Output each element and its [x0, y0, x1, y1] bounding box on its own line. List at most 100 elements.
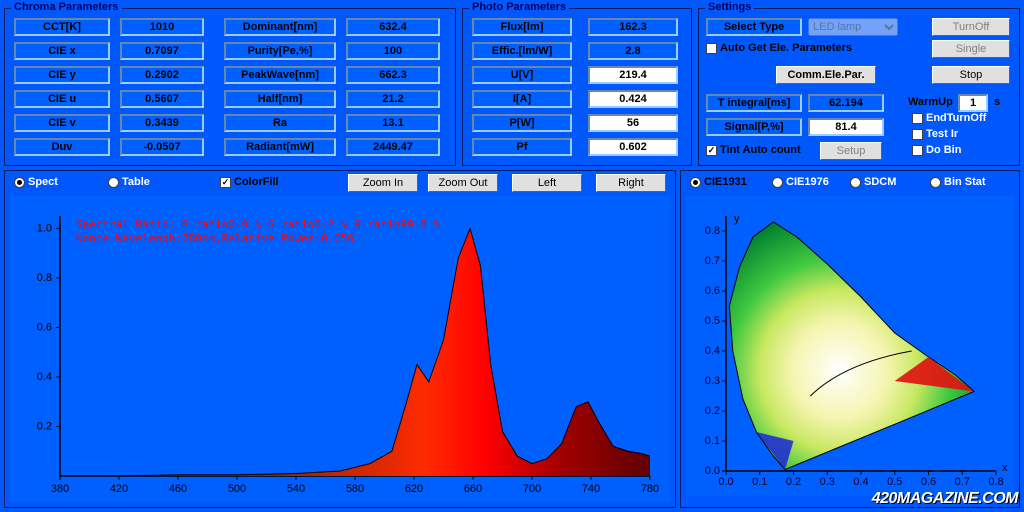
photo-val-5: 0.602	[588, 138, 678, 156]
svg-text:0.4: 0.4	[705, 345, 720, 357]
photo-label-2: U[V]	[472, 66, 572, 84]
svg-text:0.8: 0.8	[37, 272, 52, 284]
select-type-label: Select Type	[706, 18, 802, 36]
binstat-radio[interactable]: Bin Stat	[930, 176, 986, 188]
chroma-label-5b: Radiant[mW]	[224, 138, 336, 156]
photo-val-1: 2.8	[588, 42, 678, 60]
right-button[interactable]: Right	[596, 174, 666, 192]
zoom-in-button[interactable]: Zoom In	[348, 174, 418, 192]
cie1931-radio[interactable]: CIE1931	[690, 176, 747, 188]
chroma-label-5a: Duv	[14, 138, 110, 156]
comm-ele-par-button[interactable]: Comm.Ele.Par.	[776, 66, 876, 84]
photo-label-1: Effic.[lm/W]	[472, 42, 572, 60]
svg-text:1.0: 1.0	[37, 222, 52, 234]
sdcm-radio[interactable]: SDCM	[850, 176, 896, 188]
settings-title: Settings	[705, 1, 754, 13]
chroma-val-1a: 0.7097	[120, 42, 204, 60]
photo-title: Photo Parameters	[469, 1, 569, 13]
end-turnoff-checkbox[interactable]: EndTurnOff	[912, 112, 986, 124]
t-integral-label: T integral[ms]	[706, 94, 802, 112]
turnoff-button[interactable]: TurnOff	[932, 18, 1010, 36]
auto-get-checkbox[interactable]: Auto Get Ele. Parameters	[706, 42, 852, 54]
tint-auto-checkbox[interactable]: ✓Tint Auto count	[706, 144, 801, 156]
cie1976-radio[interactable]: CIE1976	[772, 176, 829, 188]
photo-label-5: Pf	[472, 138, 572, 156]
svg-text:460: 460	[169, 483, 187, 495]
svg-text:0.1: 0.1	[705, 435, 720, 447]
svg-text:500: 500	[228, 483, 246, 495]
left-button[interactable]: Left	[512, 174, 582, 192]
warmup-input[interactable]: 1	[958, 94, 988, 112]
signal-label: Signal[P,%]	[706, 118, 802, 136]
colorfill-checkbox[interactable]: ✓ColorFill	[220, 176, 279, 188]
spectrum-chart: Spectral Ratio: B ratio0.0 % G ratio0.2 …	[10, 196, 670, 502]
lamp-combo[interactable]: LED lamp	[808, 18, 898, 36]
table-radio[interactable]: Table	[108, 176, 150, 188]
svg-text:0.7: 0.7	[705, 255, 720, 267]
svg-text:580: 580	[346, 483, 364, 495]
photo-label-4: P[W]	[472, 114, 572, 132]
zoom-out-button[interactable]: Zoom Out	[428, 174, 498, 192]
svg-text:0.8: 0.8	[705, 225, 720, 237]
watermark: 420MAGAZINE.COM	[872, 490, 1018, 508]
svg-text:0.0: 0.0	[705, 465, 720, 477]
chroma-label-4b: Ra	[224, 114, 336, 132]
photo-val-0: 162.3	[588, 18, 678, 36]
svg-text:660: 660	[464, 483, 482, 495]
cie-svg: 0.00.10.20.30.40.50.60.70.80.00.10.20.30…	[686, 196, 1014, 496]
chroma-val-0b: 632.4	[346, 18, 440, 36]
signal-value: 81.4	[808, 118, 884, 136]
svg-text:0.4: 0.4	[853, 476, 868, 488]
svg-text:740: 740	[582, 483, 600, 495]
chroma-label-2a: CIE y	[14, 66, 110, 84]
chroma-label-0a: CCT[K]	[14, 18, 110, 36]
do-bin-checkbox[interactable]: Do Bin	[912, 144, 961, 156]
svg-text:y: y	[734, 213, 740, 225]
chroma-val-5b: 2449.47	[346, 138, 440, 156]
svg-text:0.7: 0.7	[955, 476, 970, 488]
photo-val-3: 0.424	[588, 90, 678, 108]
chroma-label-3b: Half[nm]	[224, 90, 336, 108]
warmup-unit: s	[994, 96, 1000, 108]
chroma-label-1b: Purity[Pe,%]	[224, 42, 336, 60]
photo-label-0: Flux[lm]	[472, 18, 572, 36]
chroma-val-3b: 21.2	[346, 90, 440, 108]
svg-text:0.2: 0.2	[786, 476, 801, 488]
chroma-val-5a: -0.0507	[120, 138, 204, 156]
svg-text:380: 380	[51, 483, 69, 495]
photo-label-3: I[A]	[472, 90, 572, 108]
svg-text:0.0: 0.0	[718, 476, 733, 488]
svg-text:0.4: 0.4	[37, 371, 52, 383]
setup-button[interactable]: Setup	[820, 142, 882, 160]
photo-val-2: 219.4	[588, 66, 678, 84]
chroma-val-4a: 0.3439	[120, 114, 204, 132]
stop-button[interactable]: Stop	[932, 66, 1010, 84]
svg-text:0.6: 0.6	[37, 321, 52, 333]
svg-text:0.3: 0.3	[820, 476, 835, 488]
svg-text:0.2: 0.2	[705, 405, 720, 417]
chroma-label-2b: PeakWave[nm]	[224, 66, 336, 84]
svg-text:700: 700	[523, 483, 541, 495]
t-integral-value: 62.194	[808, 94, 884, 112]
svg-text:0.6: 0.6	[921, 476, 936, 488]
svg-text:0.6: 0.6	[705, 285, 720, 297]
svg-text:0.5: 0.5	[705, 315, 720, 327]
cie-chart: 0.00.10.20.30.40.50.60.70.80.00.10.20.30…	[686, 196, 1014, 496]
svg-text:780: 780	[641, 483, 659, 495]
warmup-label: WarmUp	[908, 96, 953, 108]
chroma-label-4a: CIE v	[14, 114, 110, 132]
chroma-val-4b: 13.1	[346, 114, 440, 132]
chroma-title: Chroma Parameters	[11, 1, 122, 13]
photo-val-4: 56	[588, 114, 678, 132]
spectrum-svg: 3804204605005405806206607007407800.20.40…	[10, 196, 670, 502]
chroma-val-2a: 0.2902	[120, 66, 204, 84]
chroma-label-3a: CIE u	[14, 90, 110, 108]
spect-radio[interactable]: Spect	[14, 176, 58, 188]
svg-text:620: 620	[405, 483, 423, 495]
chroma-val-1b: 100	[346, 42, 440, 60]
svg-text:x: x	[1002, 462, 1008, 474]
chroma-val-0a: 1010	[120, 18, 204, 36]
single-button[interactable]: Single	[932, 40, 1010, 58]
test-ir-checkbox[interactable]: Test Ir	[912, 128, 958, 140]
chroma-label-1a: CIE x	[14, 42, 110, 60]
